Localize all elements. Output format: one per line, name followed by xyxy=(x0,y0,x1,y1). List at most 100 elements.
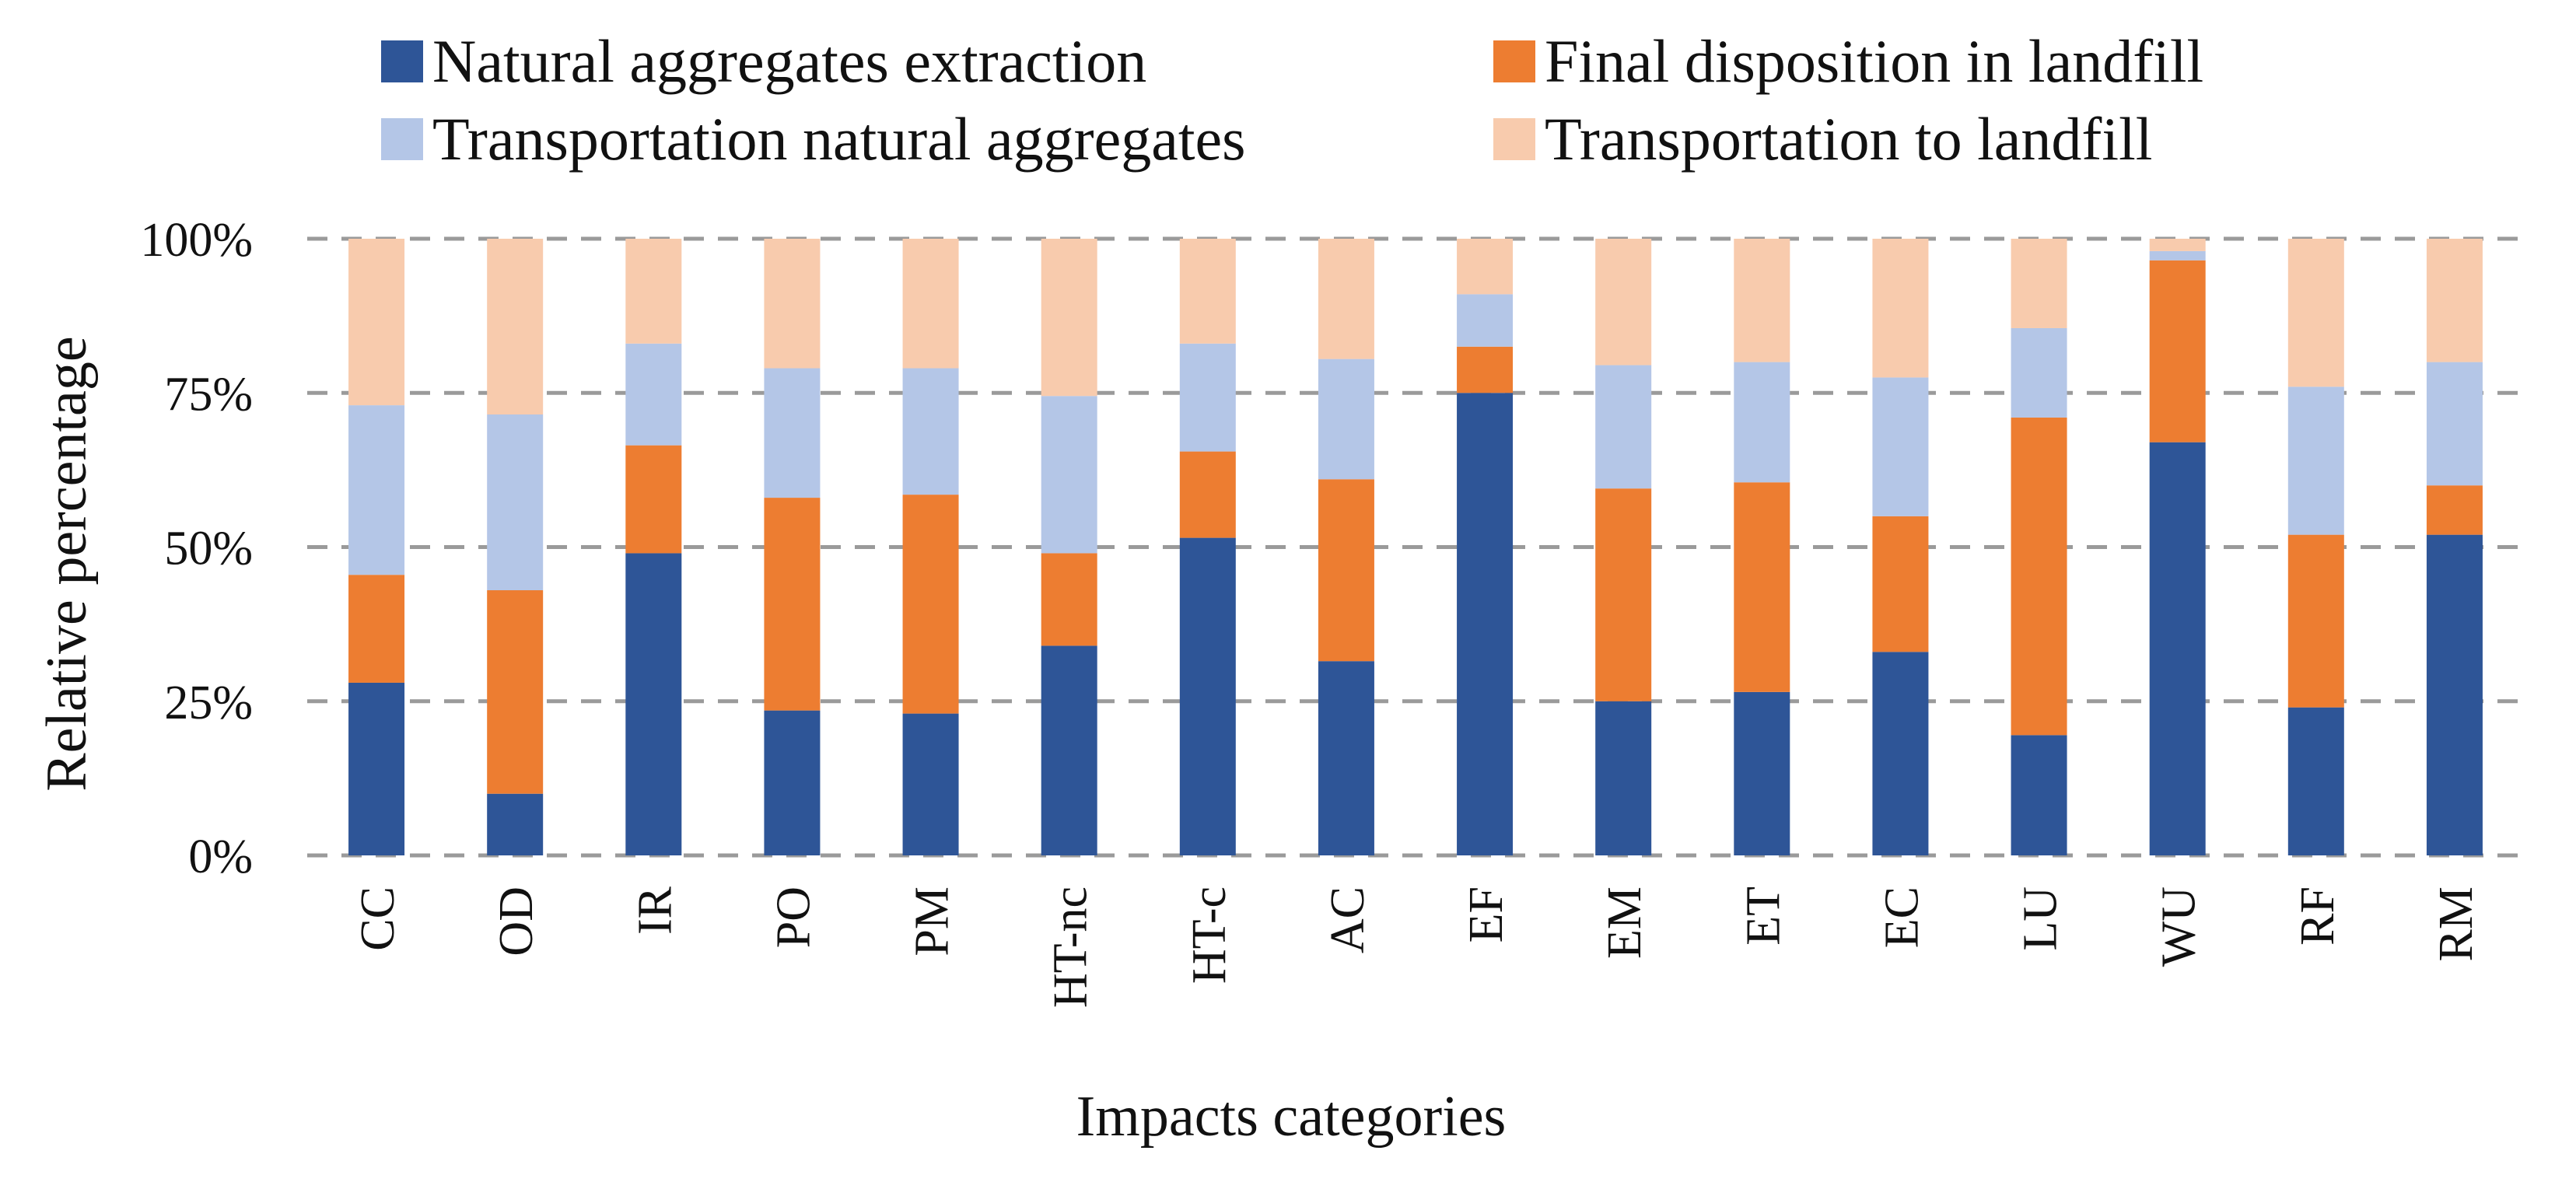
y-tick-label: 50% xyxy=(164,523,253,575)
x-category-label: EC xyxy=(1875,886,1928,948)
bars xyxy=(348,239,2483,855)
bar-rf-series-2 xyxy=(2287,386,2344,535)
bar-et-series-2 xyxy=(1734,362,1790,483)
bar-lu-series-1 xyxy=(2011,417,2067,736)
bar-po-series-0 xyxy=(764,710,821,855)
bar-ht-c-series-0 xyxy=(1179,537,1236,855)
x-category-label: EM xyxy=(1598,886,1651,959)
bar-cc-series-3 xyxy=(348,239,405,406)
bar-ir-series-2 xyxy=(625,343,682,446)
legend-label: Transportation natural aggregates xyxy=(432,105,1246,173)
y-axis-title: Relative percentage xyxy=(35,336,99,792)
legend-label: Natural aggregates extraction xyxy=(432,27,1146,95)
x-axis-title: Impacts categories xyxy=(1076,1085,1507,1149)
x-category-label: RM xyxy=(2430,886,2483,961)
bar-od-series-0 xyxy=(487,793,544,855)
bar-et-series-0 xyxy=(1734,691,1790,855)
bar-pm-series-2 xyxy=(902,368,959,495)
y-tick-label: 0% xyxy=(188,831,253,883)
bar-pm-series-0 xyxy=(902,713,959,855)
bar-cc-series-1 xyxy=(348,575,405,683)
bar-rf-series-1 xyxy=(2287,534,2344,708)
x-category-label: IR xyxy=(628,886,681,935)
bar-lu-series-3 xyxy=(2011,239,2067,328)
bar-em-series-2 xyxy=(1595,365,1652,489)
bar-po-series-2 xyxy=(764,368,821,498)
bar-et-series-1 xyxy=(1734,482,1790,692)
bar-ac-series-1 xyxy=(1318,479,1374,662)
bar-rm-series-0 xyxy=(2426,534,2483,855)
x-category-label: ET xyxy=(1737,886,1790,946)
x-category-label: PO xyxy=(767,886,820,948)
bar-rf-series-0 xyxy=(2287,707,2344,855)
y-tick-label: 100% xyxy=(140,214,253,267)
bar-rf-series-3 xyxy=(2287,239,2344,387)
legend: Natural aggregates extraction Final dispo… xyxy=(381,27,2203,173)
bar-ec-series-3 xyxy=(1872,239,1929,378)
y-tick-label: 75% xyxy=(164,368,253,421)
bar-cc-series-0 xyxy=(348,682,405,855)
bar-lu-series-2 xyxy=(2011,327,2067,418)
bar-ef-series-3 xyxy=(1457,239,1514,295)
legend-label: Transportation to landfill xyxy=(1545,105,2152,173)
bar-od-series-2 xyxy=(487,414,544,591)
bar-wu-series-1 xyxy=(2149,260,2206,442)
bar-rm-series-2 xyxy=(2426,362,2483,486)
bar-ac-series-3 xyxy=(1318,239,1374,359)
bar-od-series-3 xyxy=(487,239,544,415)
bar-wu-series-0 xyxy=(2149,442,2206,855)
bar-rm-series-3 xyxy=(2426,239,2483,362)
bar-ht-c-series-3 xyxy=(1179,239,1236,344)
bar-ec-series-1 xyxy=(1872,516,1929,652)
x-category-label: LU xyxy=(2014,886,2067,951)
bar-ec-series-0 xyxy=(1872,652,1929,855)
x-category-label: AC xyxy=(1321,886,1374,953)
x-category-label: WU xyxy=(2153,886,2206,967)
y-tick-label: 25% xyxy=(164,677,253,729)
x-category-label: CC xyxy=(352,886,404,951)
x-category-label: RF xyxy=(2291,886,2344,946)
bar-ef-series-0 xyxy=(1457,393,1514,855)
bar-rm-series-1 xyxy=(2426,485,2483,535)
legend-label: Final disposition in landfill xyxy=(1545,27,2203,95)
bar-pm-series-1 xyxy=(902,495,959,714)
bar-cc-series-2 xyxy=(348,405,405,575)
bar-ht-c-series-2 xyxy=(1179,343,1236,452)
gridlines xyxy=(307,236,2524,858)
bar-wu-series-3 xyxy=(2149,239,2206,251)
bar-po-series-3 xyxy=(764,239,821,369)
x-category-label: PM xyxy=(906,886,959,956)
x-category-label: EF xyxy=(1460,886,1513,942)
bar-ac-series-2 xyxy=(1318,358,1374,480)
legend-swatch xyxy=(1493,118,1535,160)
bar-ac-series-0 xyxy=(1318,661,1374,855)
bar-ht-nc-series-2 xyxy=(1041,396,1097,554)
bar-ht-c-series-1 xyxy=(1179,451,1236,538)
x-category-label: HT-nc xyxy=(1045,886,1097,1008)
bar-lu-series-0 xyxy=(2011,735,2067,855)
bar-wu-series-2 xyxy=(2149,250,2206,261)
bar-ir-series-1 xyxy=(625,445,682,554)
bar-po-series-1 xyxy=(764,498,821,711)
bar-ef-series-1 xyxy=(1457,346,1514,393)
legend-swatch xyxy=(381,118,423,160)
bar-ht-nc-series-3 xyxy=(1041,239,1097,397)
bar-ht-nc-series-1 xyxy=(1041,553,1097,646)
bar-ht-nc-series-0 xyxy=(1041,645,1097,855)
bar-ef-series-2 xyxy=(1457,294,1514,347)
bar-od-series-1 xyxy=(487,590,544,794)
bar-em-series-1 xyxy=(1595,488,1652,701)
bar-ir-series-3 xyxy=(625,239,682,344)
bar-em-series-3 xyxy=(1595,239,1652,365)
x-category-label: HT-c xyxy=(1183,886,1236,984)
legend-swatch xyxy=(1493,40,1535,82)
bar-pm-series-3 xyxy=(902,239,959,369)
bar-ec-series-2 xyxy=(1872,377,1929,516)
y-axis-ticks: 0% 25% 50% 75% 100% xyxy=(140,214,253,883)
legend-swatch xyxy=(381,40,423,82)
x-axis-categories: CC OD IR PO PM HT-nc HT-c AC EF EM ET EC LU WU RF RM xyxy=(352,886,2483,1008)
x-category-label: OD xyxy=(490,886,543,956)
bar-et-series-3 xyxy=(1734,239,1790,362)
bar-em-series-0 xyxy=(1595,701,1652,855)
